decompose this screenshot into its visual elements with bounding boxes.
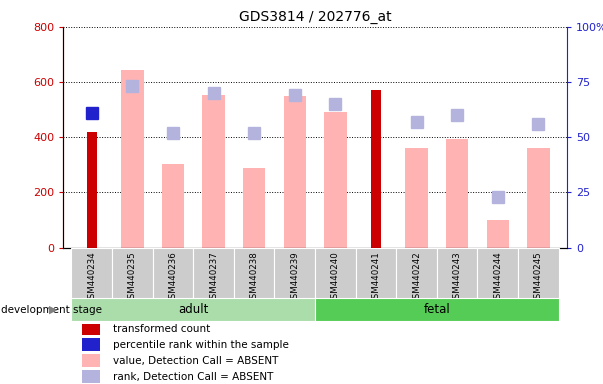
Text: GSM440241: GSM440241 bbox=[371, 252, 380, 305]
Text: percentile rank within the sample: percentile rank within the sample bbox=[113, 340, 289, 350]
Text: GSM440236: GSM440236 bbox=[168, 252, 177, 305]
Text: GSM440244: GSM440244 bbox=[493, 252, 502, 305]
Bar bbox=[71, 248, 112, 298]
Bar bbox=[518, 248, 559, 298]
Bar bbox=[527, 148, 549, 248]
Title: GDS3814 / 202776_at: GDS3814 / 202776_at bbox=[239, 10, 391, 25]
Bar bbox=[153, 248, 193, 298]
Bar bbox=[87, 132, 97, 248]
Text: ▶: ▶ bbox=[49, 305, 57, 315]
Bar bbox=[487, 220, 509, 248]
Bar bbox=[162, 164, 184, 248]
Bar bbox=[81, 322, 100, 335]
Bar bbox=[71, 298, 315, 321]
Text: transformed count: transformed count bbox=[113, 324, 210, 334]
Bar bbox=[356, 248, 396, 298]
Bar bbox=[81, 370, 100, 383]
Text: fetal: fetal bbox=[423, 303, 450, 316]
Bar bbox=[478, 248, 518, 298]
Bar bbox=[203, 94, 225, 248]
Text: GSM440238: GSM440238 bbox=[250, 252, 259, 305]
Text: GSM440234: GSM440234 bbox=[87, 252, 96, 305]
Bar bbox=[243, 168, 265, 248]
Bar bbox=[371, 90, 381, 248]
Text: rank, Detection Call = ABSENT: rank, Detection Call = ABSENT bbox=[113, 372, 274, 382]
Bar bbox=[81, 338, 100, 351]
Bar bbox=[234, 248, 274, 298]
Bar bbox=[324, 113, 347, 248]
Text: GSM440239: GSM440239 bbox=[290, 252, 299, 304]
Bar bbox=[193, 248, 234, 298]
Bar bbox=[396, 248, 437, 298]
Text: GSM440240: GSM440240 bbox=[331, 252, 340, 305]
Text: adult: adult bbox=[178, 303, 209, 316]
Bar bbox=[446, 139, 469, 248]
Bar bbox=[315, 248, 356, 298]
Bar bbox=[315, 298, 559, 321]
Bar bbox=[121, 70, 144, 248]
Bar bbox=[405, 148, 428, 248]
Bar bbox=[274, 248, 315, 298]
Text: GSM440235: GSM440235 bbox=[128, 252, 137, 305]
Text: GSM440242: GSM440242 bbox=[412, 252, 421, 305]
Text: development stage: development stage bbox=[1, 305, 102, 315]
Bar bbox=[437, 248, 478, 298]
Bar bbox=[81, 354, 100, 367]
Text: GSM440237: GSM440237 bbox=[209, 252, 218, 305]
Bar bbox=[112, 248, 153, 298]
Text: value, Detection Call = ABSENT: value, Detection Call = ABSENT bbox=[113, 356, 279, 366]
Bar bbox=[283, 96, 306, 248]
Text: GSM440243: GSM440243 bbox=[453, 252, 462, 305]
Text: GSM440245: GSM440245 bbox=[534, 252, 543, 305]
